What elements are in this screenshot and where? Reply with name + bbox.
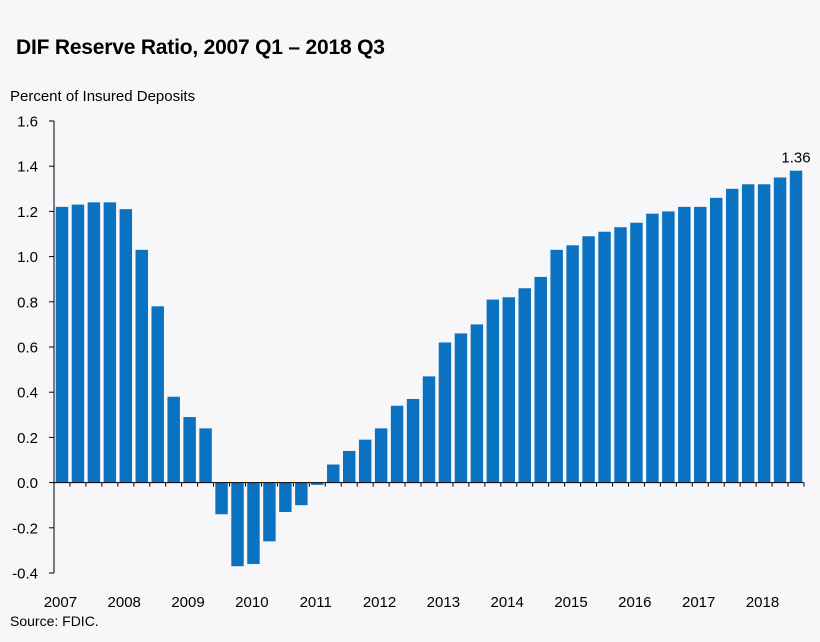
bar-2010-q2 (263, 482, 276, 542)
x-tick-label-2013: 2013 (427, 594, 460, 611)
bar-2009-q3 (215, 482, 228, 515)
bar-2015-q3 (598, 231, 611, 483)
bar-2016-q4 (678, 206, 691, 483)
bar-2009-q4 (231, 482, 244, 567)
bar-2014-q1 (502, 297, 516, 483)
x-tick-label-2010: 2010 (235, 594, 268, 611)
bar-2010-q4 (295, 482, 308, 506)
bar-2012-q1 (374, 428, 388, 483)
bar-2008-q1 (119, 209, 133, 483)
bar-2018-q2 (773, 177, 787, 483)
bar-2017-q2 (710, 197, 723, 483)
x-tick-label-2017: 2017 (682, 594, 715, 611)
y-tick-label: 1.2 (17, 204, 38, 221)
y-tick-label: 0.2 (17, 430, 38, 447)
y-tick-label: 0.4 (17, 385, 38, 402)
bar-2015-q1 (566, 245, 579, 483)
bar-2007-q1 (55, 206, 69, 483)
y-tick-label: 1.0 (17, 249, 38, 266)
x-tick-label-2012: 2012 (363, 594, 396, 611)
bar-2009-q1 (183, 417, 196, 483)
y-tick-label: 0.0 (17, 475, 38, 492)
bar-2018-q1 (757, 184, 771, 483)
bar-2017-q1 (694, 206, 707, 483)
bar-2008-q4 (167, 396, 180, 483)
bar-2017-q4 (741, 184, 755, 483)
bar-2012-q3 (406, 398, 420, 483)
bar-2016-q2 (646, 213, 659, 483)
bar-2011-q4 (358, 439, 372, 483)
bar-2007-q4 (103, 202, 117, 483)
x-tick-label-2009: 2009 (171, 594, 204, 611)
bar-2008-q2 (135, 249, 148, 483)
bar-2017-q3 (725, 188, 739, 483)
bar-2016-q1 (630, 222, 643, 483)
y-tick-label: 0.8 (17, 294, 38, 311)
data-label-latest: 1.36 (781, 150, 810, 167)
x-tick-label-2016: 2016 (618, 594, 651, 611)
y-tick-label: 1.4 (17, 159, 38, 176)
y-tick-label: 1.6 (17, 114, 38, 131)
bar-2016-q3 (662, 211, 675, 483)
bar-2013-q1 (438, 342, 452, 483)
bar-2015-q4 (614, 227, 627, 483)
bar-2010-q1 (247, 482, 260, 564)
chart-title: DIF Reserve Ratio, 2007 Q1 – 2018 Q3 (16, 36, 385, 59)
y-axis-label: Percent of Insured Deposits (10, 88, 196, 105)
x-tick-label-2018: 2018 (746, 594, 779, 611)
bar-2013-q2 (454, 333, 468, 483)
bar-2013-q4 (486, 299, 500, 483)
y-tick-label: -0.2 (12, 520, 38, 537)
bar-2013-q3 (470, 324, 484, 483)
x-tick-label-2008: 2008 (108, 594, 141, 611)
bar-2011-q2 (327, 464, 340, 483)
x-tick-label-2015: 2015 (554, 594, 587, 611)
bar-2014-q2 (518, 288, 531, 483)
bar-2012-q2 (390, 405, 404, 483)
x-tick-label-2011: 2011 (300, 594, 332, 611)
y-tick-label: 0.6 (17, 340, 38, 357)
bar-2014-q4 (550, 249, 563, 483)
bar-2007-q2 (71, 204, 85, 483)
bar-2014-q3 (534, 276, 547, 483)
bar-2012-q4 (422, 376, 436, 483)
bar-2015-q2 (582, 236, 595, 483)
bar-2010-q3 (279, 482, 292, 512)
bar-2007-q3 (87, 202, 101, 483)
bar-2009-q2 (199, 428, 212, 483)
bar-2011-q3 (342, 450, 356, 483)
x-tick-label-2007: 2007 (44, 594, 77, 611)
x-tick-label-2014: 2014 (491, 594, 524, 611)
bar-2008-q3 (151, 306, 164, 483)
source-note: Source: FDIC. (10, 613, 99, 629)
bar-2018-q3 (789, 170, 803, 483)
y-tick-label: -0.4 (12, 566, 38, 583)
bar-2011-q1 (311, 482, 324, 485)
